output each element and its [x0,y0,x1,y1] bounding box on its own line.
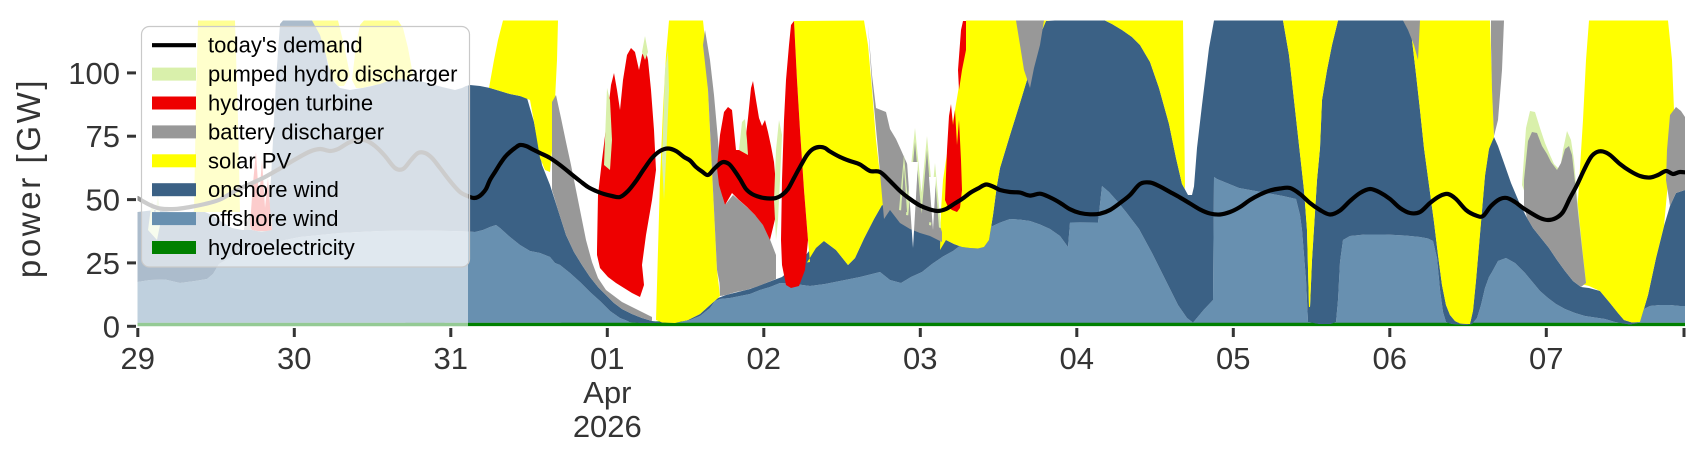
svg-text:25: 25 [86,246,120,281]
svg-text:offshore wind: offshore wind [208,206,338,231]
svg-text:hydroelectricity: hydroelectricity [208,235,355,260]
svg-text:30: 30 [277,341,311,376]
svg-text:31: 31 [434,341,468,376]
svg-text:03: 03 [903,341,937,376]
svg-text:01: 01 [590,341,624,376]
svg-text:2026: 2026 [573,409,642,444]
svg-text:power [GW]: power [GW] [10,78,47,278]
svg-text:pumped hydro discharger: pumped hydro discharger [208,62,457,87]
svg-text:07: 07 [1529,341,1563,376]
svg-text:29: 29 [121,341,155,376]
svg-text:hydrogen turbine: hydrogen turbine [208,91,373,116]
svg-text:50: 50 [86,183,120,218]
svg-text:battery discharger: battery discharger [208,119,384,144]
svg-text:0: 0 [103,309,120,344]
svg-text:today's demand: today's demand [208,33,363,58]
svg-text:06: 06 [1373,341,1407,376]
svg-text:Apr: Apr [583,375,631,410]
svg-text:onshore wind: onshore wind [208,177,339,202]
svg-text:solar PV: solar PV [208,148,291,173]
svg-text:04: 04 [1060,341,1094,376]
svg-text:02: 02 [747,341,781,376]
svg-text:75: 75 [86,119,120,154]
svg-text:100: 100 [68,56,120,91]
svg-text:05: 05 [1216,341,1250,376]
